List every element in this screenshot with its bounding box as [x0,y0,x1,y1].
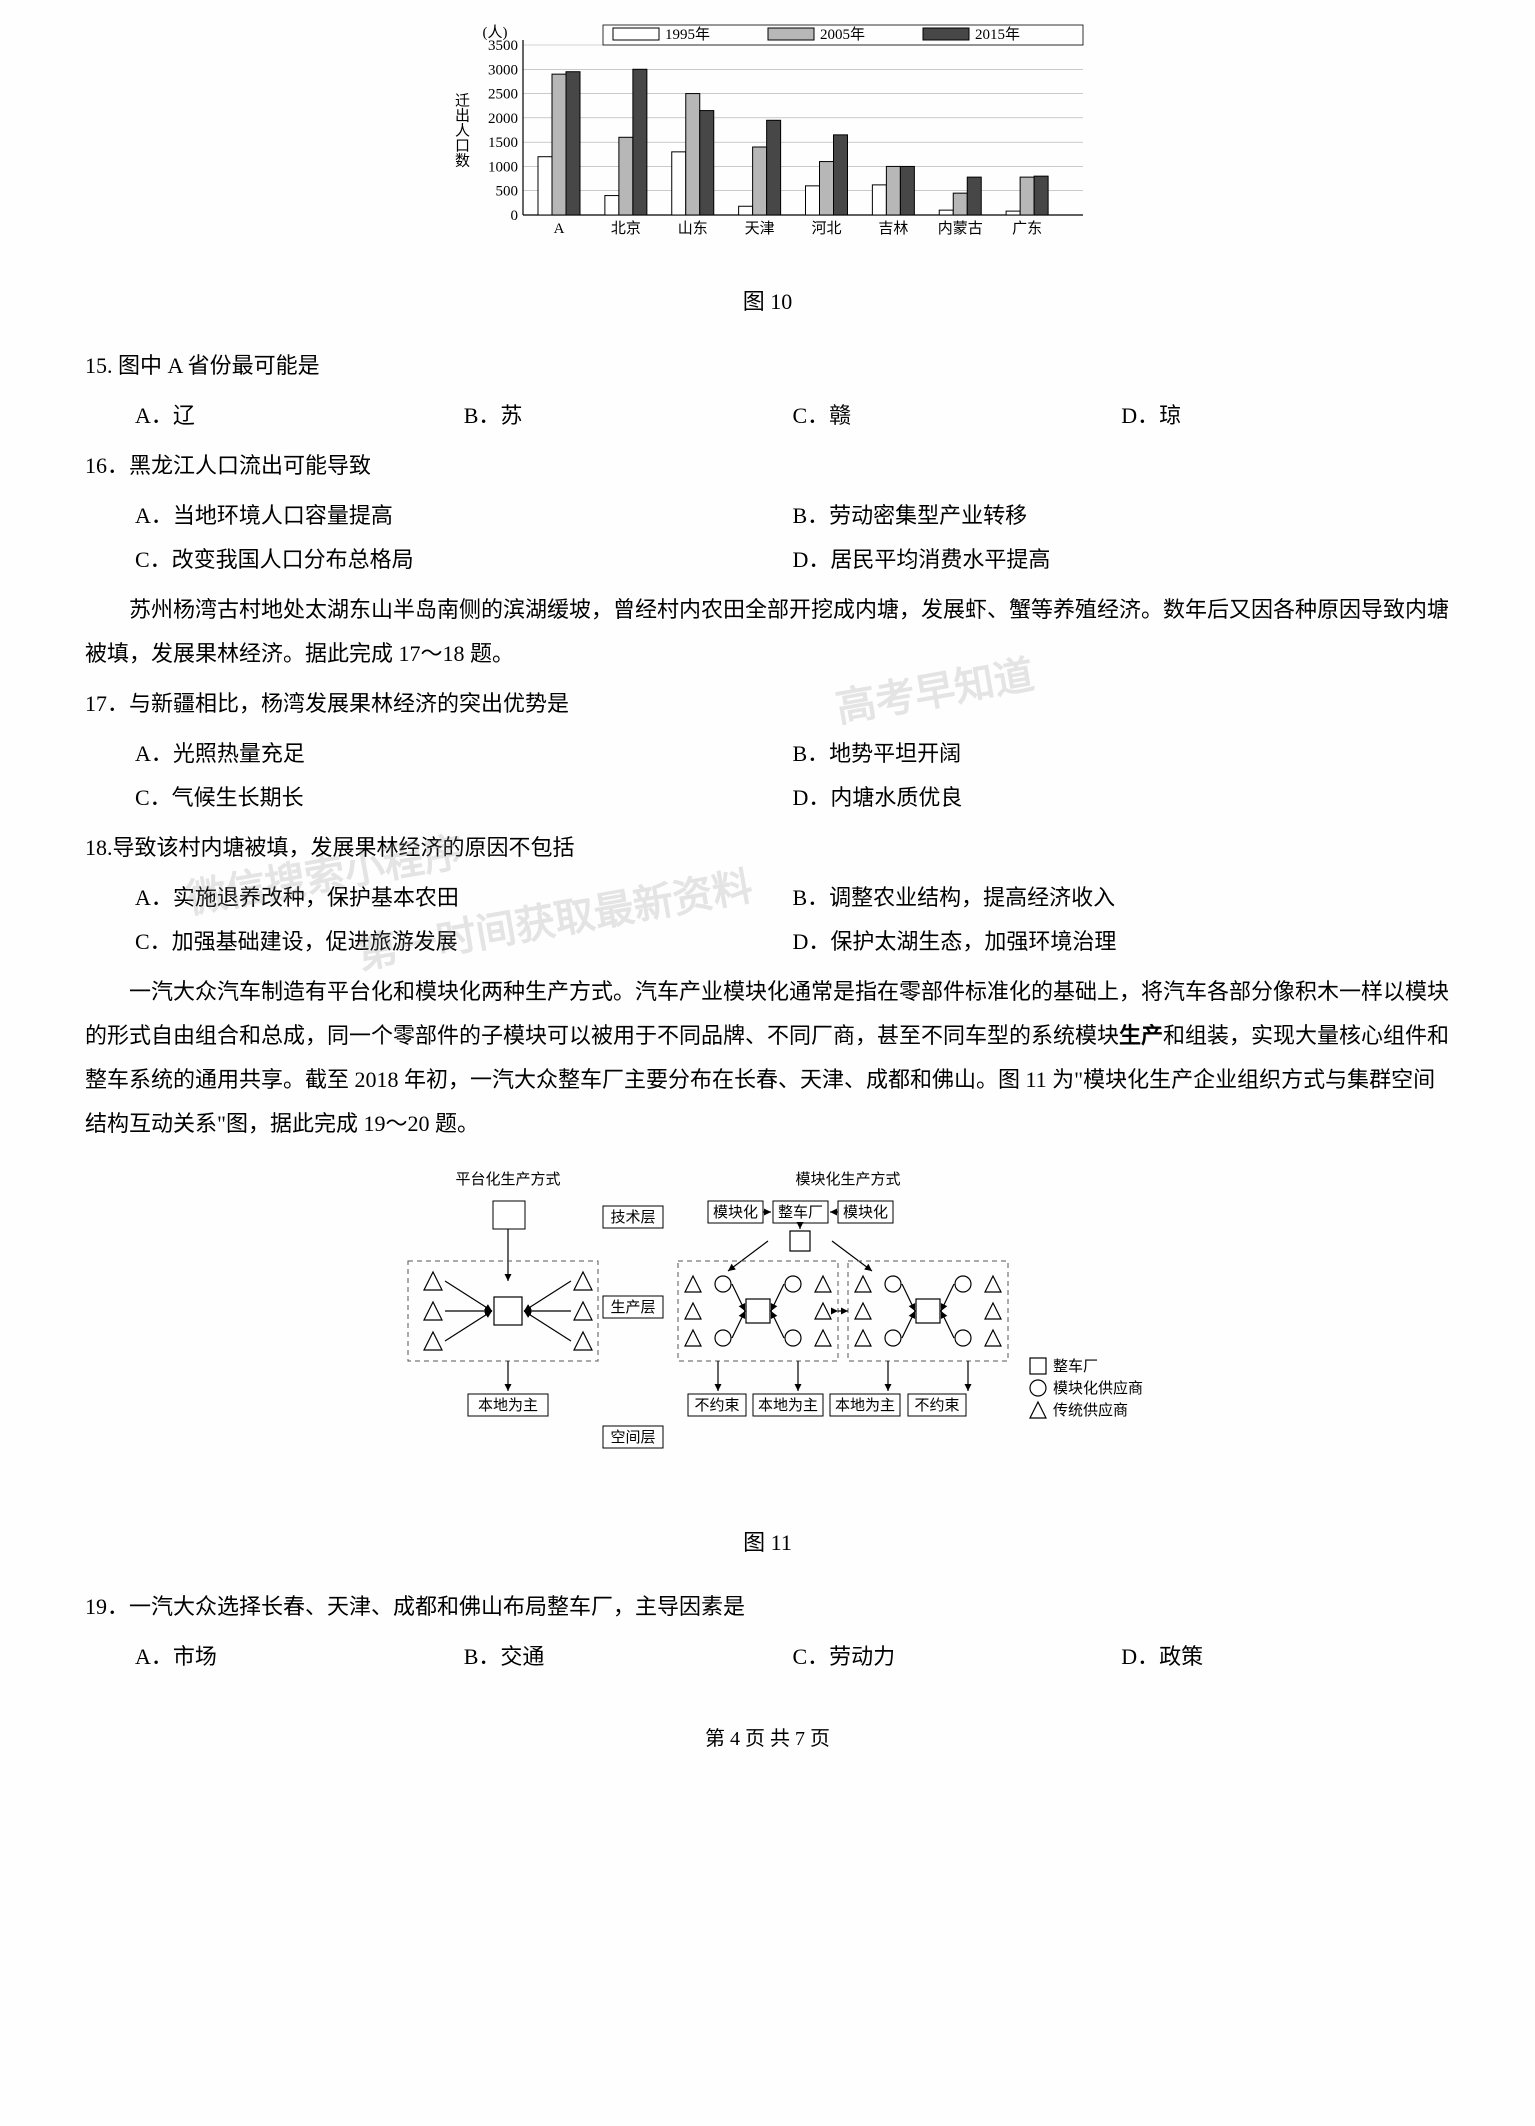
svg-text:2015年: 2015年 [975,26,1020,43]
svg-text:不约束: 不约束 [914,1397,959,1414]
svg-text:2500: 2500 [488,87,518,103]
q16-text: 16．黑龙江人口流出可能导致 [85,453,371,478]
q18-opt-b: B．调整农业结构，提高经济收入 [793,876,1451,920]
page-footer: 第 4 页 共 7 页 [85,1719,1450,1759]
svg-text:整车厂: 整车厂 [777,1204,822,1221]
svg-text:北京: 北京 [610,220,640,237]
q19-opt-a: A．市场 [135,1635,464,1679]
q17-opt-b: B．地势平坦开阔 [793,732,1451,776]
q18-options: A．实施退养改种，保护基本农田 B．调整农业结构，提高经济收入 C．加强基础建设… [85,876,1450,964]
q15-text: 15. 图中 A 省份最可能是 [85,353,320,378]
q17-text: 17．与新疆相比，杨湾发展果林经济的突出优势是 [85,691,569,716]
svg-text:3500: 3500 [488,38,518,54]
q16-opt-c: C．改变我国人口分布总格局 [135,538,793,582]
q18-opt-a: A．实施退养改种，保护基本农田 [135,876,793,920]
svg-text:迁出人口数: 迁出人口数 [453,93,470,168]
svg-text:本地为主: 本地为主 [834,1397,894,1414]
svg-text:传统供应商: 传统供应商 [1053,1401,1128,1419]
svg-text:整车厂: 整车厂 [1053,1358,1098,1375]
q15-options: A．辽 B．苏 C．赣 D．琼 [85,394,1450,438]
passage-2: 一汽大众汽车制造有平台化和模块化两种生产方式。汽车产业模块化通常是指在零部件标准… [85,970,1450,1146]
svg-text:内蒙古: 内蒙古 [937,220,982,237]
q17-opt-a: A．光照热量充足 [135,732,793,776]
q19-options: A．市场 B．交通 C．劳动力 D．政策 [85,1635,1450,1679]
q16-opt-a: A．当地环境人口容量提高 [135,494,793,538]
q15-opt-b: B．苏 [464,394,793,438]
svg-text:1995年: 1995年 [665,26,710,43]
svg-text:生产层: 生产层 [610,1299,655,1316]
chart-svg: 迁出人口数(人)0500100015002000250030003500A北京山… [443,20,1093,250]
passage-2-bold: 生产 [1119,1023,1163,1048]
figure-11-label: 图 11 [85,1521,1450,1565]
q19-opt-b: B．交通 [464,1635,793,1679]
q17-options: A．光照热量充足 B．地势平坦开阔 C．气候生长期长 D．内塘水质优良 [85,732,1450,820]
svg-text:本地为主: 本地为主 [757,1397,817,1414]
svg-text:模块化生产方式: 模块化生产方式 [795,1171,900,1188]
question-19: 19．一汽大众选择长春、天津、成都和佛山布局整车厂，主导因素是 [85,1585,1450,1629]
q16-opt-b: B．劳动密集型产业转移 [793,494,1451,538]
svg-text:0: 0 [510,208,518,224]
q17-opt-d: D．内塘水质优良 [793,776,1451,820]
svg-text:河北: 河北 [811,220,841,237]
q18-text: 18.导致该村内塘被填，发展果林经济的原因不包括 [85,835,575,860]
svg-text:模块化供应商: 模块化供应商 [1053,1379,1143,1397]
svg-text:模块化: 模块化 [842,1204,887,1221]
figure-10-label: 图 10 [85,280,1450,324]
svg-text:A: A [553,221,564,237]
svg-text:广东: 广东 [1012,220,1042,237]
q19-opt-c: C．劳动力 [793,1635,1122,1679]
q17-opt-c: C．气候生长期长 [135,776,793,820]
q16-options: A．当地环境人口容量提高 B．劳动密集型产业转移 C．改变我国人口分布总格局 D… [85,494,1450,582]
svg-text:山东: 山东 [677,220,707,237]
svg-text:2000: 2000 [488,111,518,127]
diagram-figure11: 平台化生产方式模块化生产方式技术层生产层空间层本地为主模块化整车厂模块化不约束本… [378,1166,1158,1491]
q15-opt-d: D．琼 [1121,394,1450,438]
svg-text:空间层: 空间层 [610,1429,655,1446]
question-16: 16．黑龙江人口流出可能导致 [85,444,1450,488]
q19-text: 19．一汽大众选择长春、天津、成都和佛山布局整车厂，主导因素是 [85,1594,745,1619]
svg-text:本地为主: 本地为主 [477,1397,537,1414]
svg-text:模块化: 模块化 [712,1204,757,1221]
svg-text:不约束: 不约束 [694,1397,739,1414]
svg-text:吉林: 吉林 [878,220,908,237]
q15-opt-a: A．辽 [135,394,464,438]
q18-opt-c: C．加强基础建设，促进旅游发展 [135,920,793,964]
svg-text:1000: 1000 [488,159,518,175]
question-17: 17．与新疆相比，杨湾发展果林经济的突出优势是 [85,682,1450,726]
question-15: 15. 图中 A 省份最可能是 [85,344,1450,388]
passage-1: 苏州杨湾古村地处太湖东山半岛南侧的滨湖缓坡，曾经村内农田全部开挖成内塘，发展虾、… [85,588,1450,676]
q18-opt-d: D．保护太湖生态，加强环境治理 [793,920,1451,964]
svg-text:3000: 3000 [488,62,518,78]
q16-opt-d: D．居民平均消费水平提高 [793,538,1451,582]
svg-text:平台化生产方式: 平台化生产方式 [455,1171,560,1188]
bar-chart-figure10: 迁出人口数(人)0500100015002000250030003500A北京山… [443,20,1093,250]
q15-opt-c: C．赣 [793,394,1122,438]
svg-text:技术层: 技术层 [610,1209,655,1226]
diagram-svg: 平台化生产方式模块化生产方式技术层生产层空间层本地为主模块化整车厂模块化不约束本… [378,1166,1158,1476]
svg-text:天津: 天津 [744,220,774,237]
svg-text:1500: 1500 [488,135,518,151]
svg-text:2005年: 2005年 [820,26,865,43]
question-18: 18.导致该村内塘被填，发展果林经济的原因不包括 [85,826,1450,870]
svg-text:500: 500 [495,184,518,200]
q19-opt-d: D．政策 [1121,1635,1450,1679]
